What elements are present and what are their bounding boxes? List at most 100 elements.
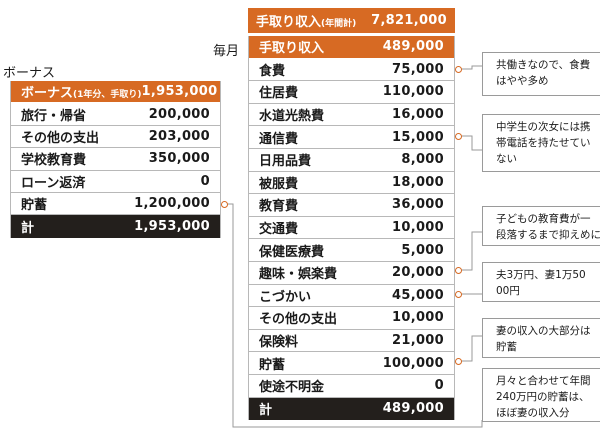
monthly-row-label: 使途不明金 [259,380,325,396]
bonus-row-label: その他の支出 [21,130,100,146]
monthly-row-label: 被服費 [259,176,299,192]
annotation-note: 妻の収入の大部分は 貯蓄 [482,318,600,358]
connector-dot [455,291,462,298]
monthly-row: 水道光熱費 16,000 [249,104,454,127]
bonus-total-row-value: 1,953,000 [134,219,210,235]
monthly-row: 住居費 110,000 [249,81,454,104]
connector-dot [455,133,462,140]
monthly-row-value: 15,000 [392,129,444,145]
monthly-row: 貯蓄 100,000 [249,352,454,375]
monthly-row: 交通費 10,000 [249,217,454,240]
connector-bonus-savings [225,203,483,428]
bonus-row-label: 旅行・帰省 [21,108,87,124]
bonus-row-value: 350,000 [148,151,210,167]
annotation-note-line: 貯蓄 [496,341,517,353]
annotation-note: 子どもの教育費が一 段落するまで抑えめに [482,206,600,246]
monthly-row-value: 45,000 [392,287,444,303]
connector-dot [455,66,462,73]
annotation-note-line: はやや多め [496,75,549,87]
annotation-note-line: ほぼ妻の収入分 [496,407,570,419]
monthly-row-label: 交通費 [259,222,299,238]
connector-dot [455,267,462,274]
annual-income-label: 手取り収入 [256,15,322,30]
monthly-row-value: 36,000 [392,197,444,213]
annotation-note-line: 00円 [496,285,520,297]
bonus-header-row-label: ボーナス [21,86,74,102]
monthly-row: 教育費 36,000 [249,194,454,217]
bonus-row-label: 学校教育費 [21,153,87,169]
monthly-row-value: 5,000 [401,242,444,258]
monthly-row-label: こづかい [259,289,312,305]
connector-savings [459,335,482,362]
monthly-row: 日用品費 8,000 [249,149,454,172]
monthly-header-row: 手取り収入 489,000 [249,36,454,59]
bonus-header-row: ボーナス(1年分、手取り) 1,953,000 [11,81,220,104]
monthly-header-row-label: 手取り収入 [259,41,325,57]
bonus-header-row-sub: (1年分、手取り) [73,90,142,101]
monthly-row-value: 18,000 [392,174,444,190]
bonus-row: 貯蓄 1,200,000 [11,193,220,216]
annual-income-value: 7,821,000 [371,13,447,28]
monthly-row-label: その他の支出 [259,312,338,328]
bonus-total-row: 計 1,953,000 [11,215,220,239]
monthly-row-label: 教育費 [259,199,299,215]
annotation-note-line: 夫3万円、妻1万50 [496,269,586,281]
annotation-note: 月々と合わせて年間 240万円の貯蓄は、 ほぼ妻の収入分 [482,368,600,422]
monthly-row: 通信費 15,000 [249,126,454,149]
bonus-row-label: ローン返済 [21,175,86,191]
annotation-note-line: 240万円の貯蓄は、 [496,391,590,403]
monthly-row: 使途不明金 0 [249,375,454,398]
monthly-row-label: 趣味・娯楽費 [259,267,338,283]
monthly-row-label: 通信費 [259,131,299,147]
connector-dot [221,201,228,208]
bonus-header-row-value: 1,953,000 [141,84,218,100]
monthly-header-row-value: 489,000 [382,39,444,55]
monthly-row: 保険料 21,000 [249,330,454,353]
annotation-note-line: 妻の収入の大部分は [496,325,591,337]
bonus-row: ローン返済 0 [11,171,220,193]
bonus-row-label: 貯蓄 [21,198,48,214]
annotation-note-line: 帯電話を持たせてい [496,137,591,149]
bonus-row-value: 1,200,000 [134,196,210,212]
monthly-total-row-label: 計 [259,403,273,419]
monthly-total-row-value: 489,000 [382,401,444,417]
bonus-total-row-label: 計 [21,221,35,237]
monthly-row-label: 水道光熱費 [259,109,325,125]
annotation-note: 共働きなので、食費 はやや多め [482,52,600,96]
monthly-row-label: 住居費 [259,86,299,102]
annotation-note-line: 中学生の次女には携 [496,121,591,133]
annual-income-sub: (年間計) [321,19,357,29]
bonus-row-value: 203,000 [148,128,210,144]
connector-communication [459,135,482,151]
monthly-row: 被服費 18,000 [249,172,454,195]
monthly-heading: 毎月 [213,44,240,59]
monthly-row-label: 食費 [259,63,286,79]
monthly-row: その他の支出 10,000 [249,307,454,330]
annotation-note-line: ない [496,153,517,165]
monthly-row-label: 保険料 [259,335,299,351]
annotation-note-line: 月々と合わせて年間 [496,375,591,387]
bonus-row-value: 0 [200,173,210,189]
annotation-note-line: 段落するまで抑えめに [496,229,600,241]
annotation-note-line: 子どもの教育費が一 [496,213,591,225]
annotation-note: 中学生の次女には携 帯電話を持たせてい ない [482,114,600,172]
bonus-row: 旅行・帰省 200,000 [11,103,220,126]
annual-income-row: 手取り収入(年間計) 7,821,000 [248,8,455,34]
annotation-note-line: 共働きなので、食費 [496,59,591,71]
connector-food [459,65,482,70]
bonus-row: 学校教育費 350,000 [11,148,220,171]
monthly-row-label: 貯蓄 [259,357,286,373]
monthly-row-value: 100,000 [382,355,444,371]
monthly-table: 手取り収入 489,000 食費 75,000 住居費 110,000 水道光熱費 16,00… [248,36,455,420]
monthly-total-row: 計 489,000 [249,397,454,420]
monthly-row: 食費 75,000 [249,59,454,82]
monthly-row: こづかい 45,000 [249,285,454,308]
monthly-row-value: 75,000 [392,61,444,77]
annotation-note: 夫3万円、妻1万50 00円 [482,262,600,302]
monthly-row-value: 10,000 [392,220,444,236]
connector-dot [455,358,462,365]
monthly-row-value: 20,000 [392,265,444,281]
monthly-row-value: 110,000 [382,84,444,100]
bonus-row: その他の支出 203,000 [11,126,220,149]
